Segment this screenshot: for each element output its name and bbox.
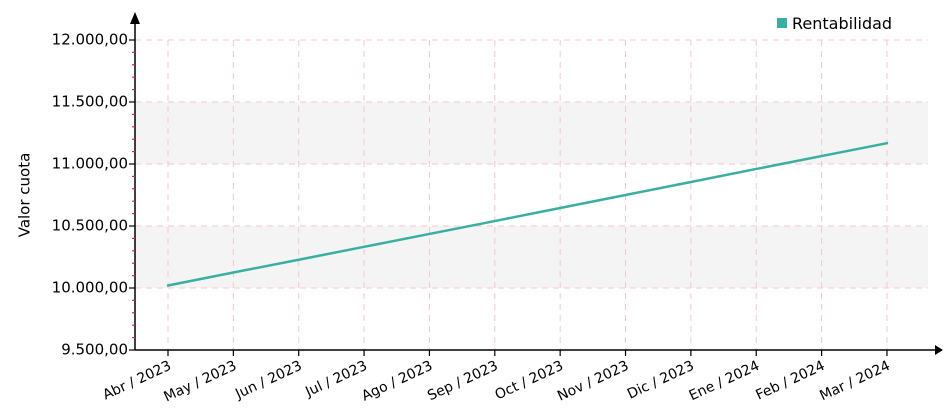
x-tick-label: Nov / 2023 [555, 358, 631, 405]
y-tick-label: 12.000,00 [52, 31, 128, 49]
y-tick-label: 9.500,00 [61, 341, 128, 359]
plot-band [135, 102, 928, 164]
series-line-rentabilidad [166, 141, 889, 287]
legend-label: Rentabilidad [792, 14, 892, 33]
grid-lines [135, 39, 928, 350]
y-axis-title: Valor cuota [16, 153, 34, 238]
x-tick-label: Jul / 2023 [302, 358, 370, 401]
series-lines [166, 141, 889, 287]
x-tick-label: Sep / 2023 [425, 358, 500, 404]
x-tick-label: Feb / 2024 [753, 358, 827, 404]
x-axis-arrow-icon [935, 345, 943, 355]
y-axis-ticks: 9.500,00 10.000,00 10.500,00 11.000,00 11.50… [52, 31, 135, 359]
legend-swatch [777, 18, 787, 28]
x-tick-label: Oct / 2023 [493, 358, 566, 404]
x-tick-label: Ene / 2024 [687, 358, 762, 404]
y-tick-label: 11.000,00 [52, 155, 128, 173]
y-tick-label: 11.500,00 [52, 93, 128, 111]
axes [130, 12, 943, 355]
x-tick-label: Abr / 2023 [100, 358, 173, 404]
x-tick-label: Ago / 2023 [359, 358, 435, 405]
y-tick-label: 10.500,00 [52, 217, 128, 235]
x-tick-label: May / 2023 [161, 358, 239, 406]
legend: Rentabilidad [777, 14, 892, 33]
y-axis-arrow-icon [130, 12, 140, 24]
x-tick-label: Jun / 2023 [232, 358, 304, 403]
plot-band [135, 226, 928, 288]
x-tick-label: Dic / 2023 [625, 358, 697, 403]
plot-bands [135, 102, 928, 288]
y-tick-label: 10.000,00 [52, 279, 128, 297]
x-tick-label: Mar / 2024 [817, 358, 892, 405]
